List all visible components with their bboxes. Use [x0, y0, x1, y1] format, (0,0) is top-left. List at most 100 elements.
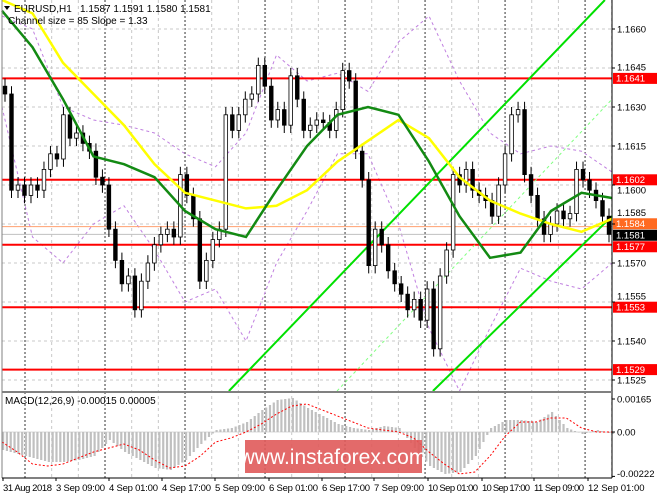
macd-histogram-bar [104, 432, 108, 444]
candle [2, 78, 8, 102]
candle-body [67, 114, 73, 139]
macd-histogram-bar [112, 432, 115, 443]
macd-histogram-bar [402, 432, 405, 433]
support-resistance-levels [2, 77, 612, 371]
candle [282, 101, 287, 133]
macd-histogram-bar [226, 428, 230, 432]
candle-body [561, 210, 566, 220]
macd-histogram-bar [360, 429, 363, 432]
macd-histogram-bar [509, 420, 512, 432]
macd-histogram-bar [13, 432, 16, 453]
time-tick-label: 10 Sep 17:00 [482, 483, 530, 494]
macd-histogram-bar [474, 432, 477, 456]
ask-price-label-bg [613, 218, 657, 230]
macd-histogram-bar [146, 432, 150, 464]
candle [9, 86, 14, 198]
time-tick-label: 10 Sep 01:00 [428, 483, 478, 494]
candle-body [379, 228, 384, 246]
candle-body [275, 109, 280, 121]
candle [152, 237, 157, 271]
macd-histogram-bar [482, 432, 485, 442]
macd-histogram-bar [364, 429, 367, 432]
candle [145, 255, 151, 289]
candle [574, 161, 579, 222]
macd-histogram-bar [592, 431, 596, 432]
macd-histogram-bar [2, 432, 5, 450]
candle [106, 177, 112, 237]
candle [243, 91, 248, 123]
candle [15, 177, 21, 198]
collapse-triangle-icon[interactable] [4, 6, 10, 10]
candle-body [470, 168, 475, 191]
candle-body [567, 213, 573, 220]
moving-averages [1, 0, 613, 260]
macd-histogram-bar [310, 410, 314, 432]
macd-histogram-bar [455, 432, 458, 473]
macd-histogram-bar [562, 424, 565, 432]
macd-histogram-bar [604, 432, 607, 433]
macd-histogram-bar [421, 432, 424, 457]
macd-histogram-bar [440, 432, 443, 472]
candle [230, 107, 235, 139]
candle-body [606, 215, 612, 235]
macd-histogram-bar [398, 428, 401, 432]
candle-body [158, 233, 164, 246]
candle-body [418, 298, 423, 321]
macd-histogram-bar [207, 432, 211, 437]
candle [249, 86, 254, 107]
candle [437, 268, 443, 357]
candle [165, 221, 170, 243]
candle-body [230, 114, 235, 131]
macd-histogram-bar [74, 432, 77, 461]
candle [522, 101, 527, 183]
candle [347, 62, 352, 89]
candle-body [171, 228, 177, 238]
candle [275, 101, 280, 128]
macd-histogram-bar [101, 432, 104, 448]
macd-histogram-bar [82, 432, 85, 459]
candle [61, 107, 66, 167]
price-tick-label: 1.1660 [617, 25, 646, 36]
candle-body [236, 114, 242, 131]
macd-histogram-bar [253, 416, 256, 432]
candle [113, 221, 118, 269]
macd-histogram-bar [192, 432, 195, 452]
candle [132, 268, 138, 318]
candle [28, 177, 34, 204]
candle [171, 221, 177, 245]
price-tick-label: 1.1600 [617, 186, 646, 197]
macd-histogram-bar [436, 432, 439, 470]
candle [600, 192, 605, 224]
macd-histogram-bar [223, 429, 226, 432]
candle-body [74, 132, 79, 139]
watermark-text: www.instaforex.com [239, 446, 427, 469]
candle [314, 112, 319, 133]
macd-histogram-bar [368, 430, 371, 432]
macd-histogram-bar [93, 432, 96, 456]
candle [119, 252, 125, 292]
candle-body [496, 184, 501, 217]
watermark-box [245, 440, 422, 473]
macd-histogram-bar [425, 432, 428, 462]
candle [606, 208, 612, 243]
macd-histogram-bar [131, 432, 134, 456]
candle-body [528, 174, 534, 196]
candle [463, 161, 469, 193]
candle-body [15, 184, 21, 191]
level-price-label: 1.1641 [616, 74, 645, 85]
candle [158, 226, 164, 253]
macd-label: MACD(12,26,9) -0.00015 0.00005 [5, 396, 156, 407]
candle [528, 166, 534, 204]
candle [256, 57, 261, 102]
macd-histogram-bar [261, 410, 264, 432]
candle-body [28, 184, 34, 196]
candle-body [223, 114, 229, 230]
candle-body [269, 85, 274, 121]
macd-histogram-bar [520, 420, 523, 432]
macd-histogram-bar [463, 432, 466, 468]
candle [54, 146, 60, 167]
axes: 1.16411.16021.15841.15811.15771.15531.15… [1, 0, 657, 494]
level-price-label-bg [613, 241, 657, 253]
macd-histogram-bar [371, 429, 375, 432]
